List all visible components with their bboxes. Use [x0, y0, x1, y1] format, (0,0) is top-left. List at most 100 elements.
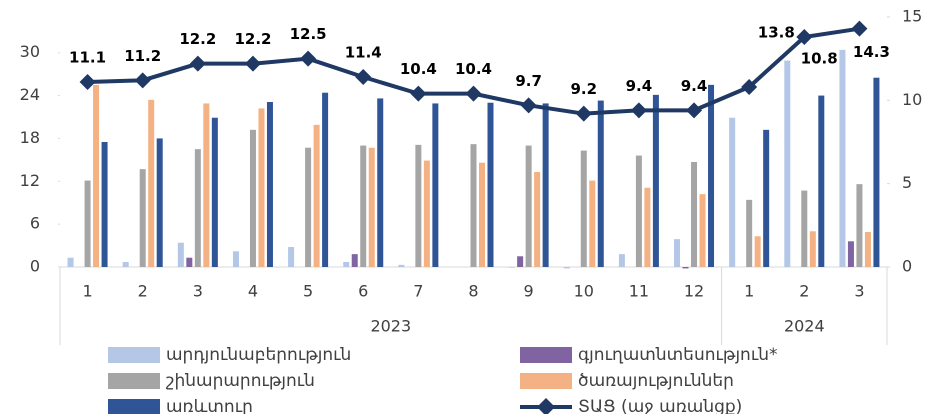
bar — [508, 267, 515, 268]
bar — [139, 169, 146, 267]
bar — [563, 267, 570, 269]
bar — [525, 145, 532, 267]
bar — [288, 247, 295, 267]
bar — [856, 184, 863, 267]
bar — [708, 84, 715, 267]
marker — [189, 55, 206, 72]
legend-swatch — [108, 347, 160, 363]
bar — [122, 262, 129, 267]
bar — [423, 160, 430, 267]
bar — [432, 103, 439, 267]
bar — [67, 257, 74, 267]
y-tick-label: 0 — [30, 257, 40, 276]
x-tick-label: 12 — [684, 282, 704, 301]
marker — [630, 102, 647, 119]
bar — [580, 150, 587, 267]
bar — [597, 100, 604, 267]
bar — [398, 264, 405, 267]
y-tick-label: 6 — [30, 214, 40, 233]
y2-tick-label: 0 — [902, 257, 912, 276]
bar — [322, 92, 329, 267]
y-tick-label: 18 — [20, 128, 40, 147]
data-label: 10.8 — [801, 50, 838, 68]
bar — [470, 144, 477, 267]
y2-tick-label: 15 — [902, 7, 922, 26]
bar — [84, 180, 91, 267]
x-tick-label: 10 — [574, 282, 594, 301]
data-label: 11.1 — [69, 49, 106, 67]
data-label: 9.4 — [626, 77, 653, 95]
bar — [644, 187, 651, 267]
bar — [652, 94, 659, 267]
data-label: 13.8 — [758, 24, 795, 42]
bar — [729, 117, 736, 267]
data-label: 11.2 — [124, 47, 161, 65]
bar — [305, 147, 312, 267]
data-label: 12.2 — [234, 30, 271, 48]
legend-swatch — [520, 373, 572, 389]
bar — [763, 129, 770, 267]
bar — [415, 144, 422, 267]
x-tick-label: 1 — [744, 282, 754, 301]
bar — [847, 241, 854, 267]
bar — [343, 262, 350, 267]
marker — [575, 105, 592, 122]
data-label: 9.2 — [570, 80, 597, 98]
data-label: 12.2 — [179, 30, 216, 48]
bar — [674, 239, 681, 267]
x-tick-label: 3 — [854, 282, 864, 301]
x-tick-label: 2 — [138, 282, 148, 301]
data-label: 14.3 — [853, 43, 890, 61]
x-tick-label: 4 — [248, 282, 258, 301]
y2-tick-label: 5 — [902, 173, 912, 192]
bar — [542, 103, 549, 267]
marker — [741, 79, 758, 95]
legend-label: գյուղատնտեսություն* — [578, 345, 778, 365]
marker — [465, 85, 482, 102]
marker — [79, 74, 96, 90]
marker — [410, 85, 427, 102]
bar — [517, 256, 524, 267]
legend-swatch — [520, 347, 572, 363]
x-tick-label: 6 — [358, 282, 368, 301]
marker — [355, 69, 372, 85]
bar — [691, 162, 698, 267]
bar — [249, 129, 256, 267]
legend-label: ծառայություններ — [578, 371, 734, 391]
bar — [873, 77, 880, 267]
bar — [351, 254, 358, 267]
bar — [194, 149, 201, 267]
bar — [377, 98, 384, 267]
data-label: 10.4 — [455, 60, 492, 78]
bar — [682, 267, 689, 269]
bar — [784, 60, 791, 268]
bar — [148, 99, 155, 267]
bar — [203, 103, 210, 267]
bar — [177, 242, 184, 267]
legend-label: շինարարություն — [166, 371, 315, 391]
marker — [851, 20, 868, 37]
bar — [754, 236, 761, 267]
data-label: 10.4 — [400, 60, 437, 78]
x-tick-label: 1 — [82, 282, 92, 301]
bar — [487, 102, 494, 267]
group-label: 2023 — [370, 317, 411, 336]
legend-label: առևտուր — [166, 397, 253, 414]
x-tick-label: 9 — [524, 282, 534, 301]
bar — [809, 231, 816, 267]
x-tick-label: 11 — [629, 282, 649, 301]
group-label: 2024 — [784, 317, 825, 336]
bar — [746, 199, 753, 267]
bar — [839, 49, 846, 267]
bar — [232, 251, 239, 267]
y-tick-label: 12 — [20, 171, 40, 190]
bar — [156, 138, 163, 267]
legend-label: ՏԱՑ (աջ առանցք) — [578, 397, 742, 414]
marker — [796, 29, 813, 45]
data-label: 12.5 — [290, 25, 327, 43]
legend-swatch — [537, 398, 555, 414]
legend-swatch — [108, 373, 160, 389]
x-tick-label: 2 — [799, 282, 809, 301]
marker — [300, 50, 317, 67]
